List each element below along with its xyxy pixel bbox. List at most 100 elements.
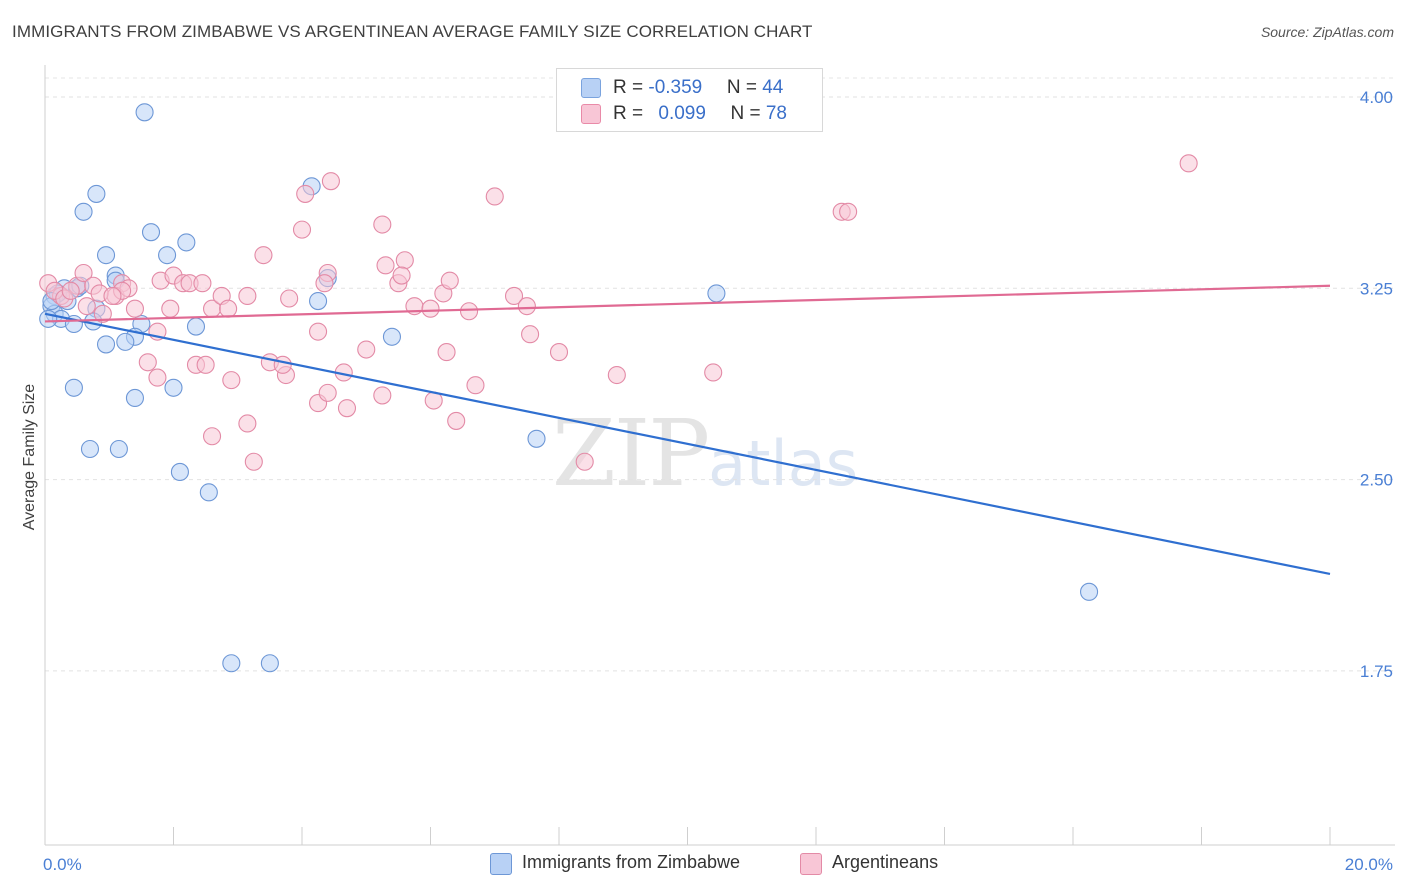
data-points [39, 103, 1198, 673]
argentinean-point [222, 371, 241, 390]
argentinean-point [1179, 154, 1198, 173]
argentinean-point [244, 452, 263, 471]
axes [44, 65, 1395, 846]
argentinean-point [318, 383, 337, 402]
zimbabwe-point [707, 284, 726, 303]
argentinean-point [296, 184, 315, 203]
argentinean-point [238, 286, 257, 306]
legend-n-label: N = [730, 103, 766, 124]
argentinean-point [376, 256, 395, 275]
zimbabwe-point [116, 332, 135, 351]
zimbabwe-point [141, 223, 161, 242]
argentinean-point [161, 299, 180, 318]
correlation-legend: R = -0.359 N = 44 R = 0.099 N = 78 [556, 68, 823, 132]
zimbabwe-point [164, 378, 183, 397]
zimbabwe-point [309, 292, 328, 311]
argentinean-point [138, 353, 157, 372]
zimbabwe-point [96, 335, 116, 354]
zimbabwe-point [199, 483, 218, 502]
argentinean-point [148, 368, 167, 387]
argentinean-point [254, 246, 273, 265]
y-axis-label: Average Family Size [21, 384, 38, 531]
y-tick-label: 3.25 [1360, 279, 1393, 298]
legend-r-value: 0.099 [658, 103, 706, 124]
zimbabwe-point [135, 103, 154, 122]
zimbabwe-point [158, 246, 177, 265]
argentinean-point [77, 297, 96, 316]
chart-title: IMMIGRANTS FROM ZIMBABWE VS ARGENTINEAN … [12, 22, 813, 41]
zimbabwe-trend-line [44, 312, 1331, 576]
argentinean-point [485, 187, 504, 206]
x-tick-label: 20.0% [1345, 855, 1393, 874]
argentinean-point [440, 271, 459, 290]
zimbabwe-point [1080, 582, 1099, 601]
zimbabwe-point [222, 654, 241, 673]
zimbabwe-point [177, 233, 196, 252]
argentinean-point [504, 286, 524, 306]
zimbabwe-point [96, 246, 116, 265]
argentinean-point [74, 263, 93, 283]
argentinean-point [337, 399, 357, 418]
argentinean-point [607, 365, 626, 385]
tick-labels: 1.75 2.50 3.25 4.00 0.0% 20.0% [43, 88, 1393, 874]
zimbabwe-point [80, 439, 100, 459]
argentinean-point [447, 411, 466, 430]
zimbabwe-point [382, 327, 402, 346]
legend-label-zimbabwe: Immigrants from Zimbabwe [522, 852, 741, 872]
argentinean-point [373, 386, 392, 405]
watermark-zip: ZIP [552, 400, 710, 507]
zimbabwe-point [39, 309, 58, 328]
legend-swatch-zimbabwe [581, 78, 601, 98]
argentinean-point [357, 340, 376, 359]
argentinean-point [219, 299, 238, 318]
argentinean-point [309, 322, 328, 341]
argentinean-point [395, 251, 414, 270]
legend-n-value: 44 [762, 77, 784, 98]
argentinean-point [704, 363, 723, 382]
zimbabwe-point [527, 429, 546, 448]
zimbabwe-point [74, 202, 93, 221]
legend-r-label: R = [613, 77, 649, 98]
argentinean-point [238, 414, 257, 433]
argentinean-point [549, 343, 569, 362]
legend-swatch-argentineans [581, 104, 601, 124]
trend-lines [44, 284, 1331, 576]
argentinean-point [193, 274, 212, 293]
y-tick-label: 4.00 [1360, 88, 1393, 107]
argentinean-point [466, 376, 485, 395]
argentinean-point [839, 202, 858, 221]
argentinean-point [321, 172, 340, 191]
argentinean-point [459, 302, 479, 321]
legend-label-argentineans: Argentineans [832, 852, 939, 872]
argentinean-point [292, 220, 312, 239]
legend-r-label: R = [613, 103, 649, 124]
argentinean-trend-line [44, 284, 1331, 323]
argentinean-point [61, 281, 80, 300]
zimbabwe-point [64, 378, 83, 397]
argentinean-point [575, 452, 594, 471]
argentinean-point [373, 215, 392, 234]
argentinean-point [103, 286, 122, 306]
zimbabwe-point [125, 388, 144, 408]
argentinean-point [315, 274, 334, 293]
argentinean-point [196, 355, 215, 374]
argentinean-point [517, 297, 536, 316]
zimbabwe-point [170, 462, 189, 481]
argentinean-point [392, 266, 411, 285]
source-attribution: Source: ZipAtlas.com [1260, 24, 1394, 40]
zimbabwe-point [109, 439, 128, 459]
watermark: ZIPatlas [552, 400, 858, 507]
argentinean-point [437, 343, 456, 362]
legend-swatch-zimbabwe [490, 853, 512, 875]
y-tick-label: 1.75 [1360, 662, 1393, 681]
argentinean-point [280, 289, 299, 308]
y-tick-label: 2.50 [1360, 471, 1393, 490]
x-tick-label: 0.0% [43, 855, 82, 874]
zimbabwe-point [87, 184, 106, 203]
argentinean-point [125, 299, 144, 318]
legend-n-label: N = [726, 77, 763, 98]
zimbabwe-point [260, 654, 279, 673]
argentinean-point [273, 355, 292, 374]
legend-swatch-argentineans [800, 853, 822, 875]
